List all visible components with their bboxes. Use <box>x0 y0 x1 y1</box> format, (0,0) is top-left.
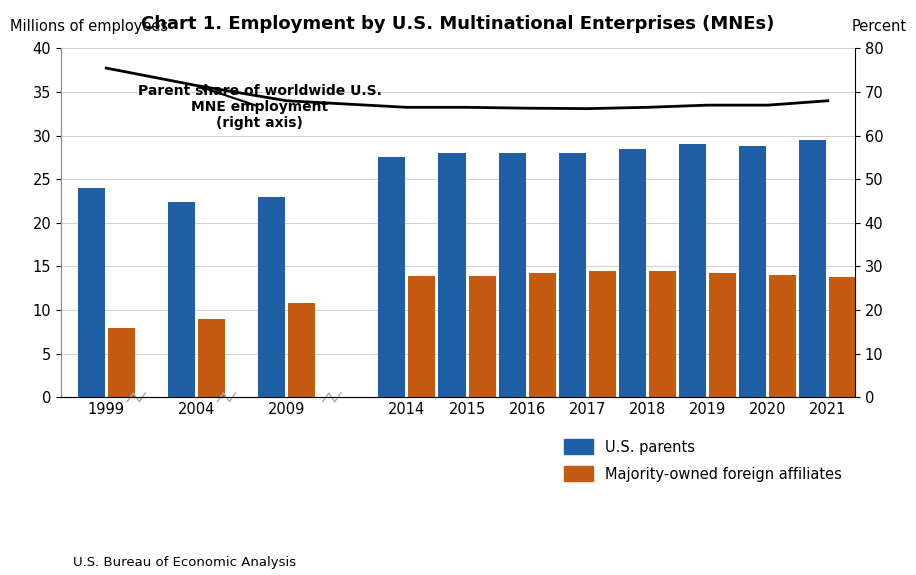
Bar <box>78 188 104 397</box>
Bar <box>498 153 526 397</box>
Bar <box>198 319 225 397</box>
Bar <box>829 277 856 397</box>
Bar <box>589 271 616 397</box>
Bar <box>649 271 676 397</box>
Text: U.S. Bureau of Economic Analysis: U.S. Bureau of Economic Analysis <box>73 556 297 569</box>
Bar <box>108 328 135 397</box>
Text: Percent: Percent <box>851 20 907 34</box>
Bar <box>559 153 585 397</box>
Bar <box>800 140 826 397</box>
Bar <box>168 202 195 397</box>
Bar <box>739 146 766 397</box>
Text: Parent share of worldwide U.S.
MNE employment
(right axis): Parent share of worldwide U.S. MNE emplo… <box>137 83 381 130</box>
Bar <box>409 276 435 397</box>
Bar <box>378 158 406 397</box>
Legend: U.S. parents, Majority-owned foreign affiliates: U.S. parents, Majority-owned foreign aff… <box>558 434 847 488</box>
Bar <box>529 273 556 397</box>
Bar <box>679 144 706 397</box>
Bar <box>769 275 796 397</box>
Bar <box>258 197 285 397</box>
Bar <box>289 303 315 397</box>
Bar <box>709 273 736 397</box>
Bar <box>619 149 646 397</box>
Title: Chart 1. Employment by U.S. Multinational Enterprises (MNEs): Chart 1. Employment by U.S. Multinationa… <box>141 15 775 33</box>
Bar <box>468 276 496 397</box>
Bar <box>439 153 465 397</box>
Text: Millions of employees: Millions of employees <box>9 20 168 34</box>
